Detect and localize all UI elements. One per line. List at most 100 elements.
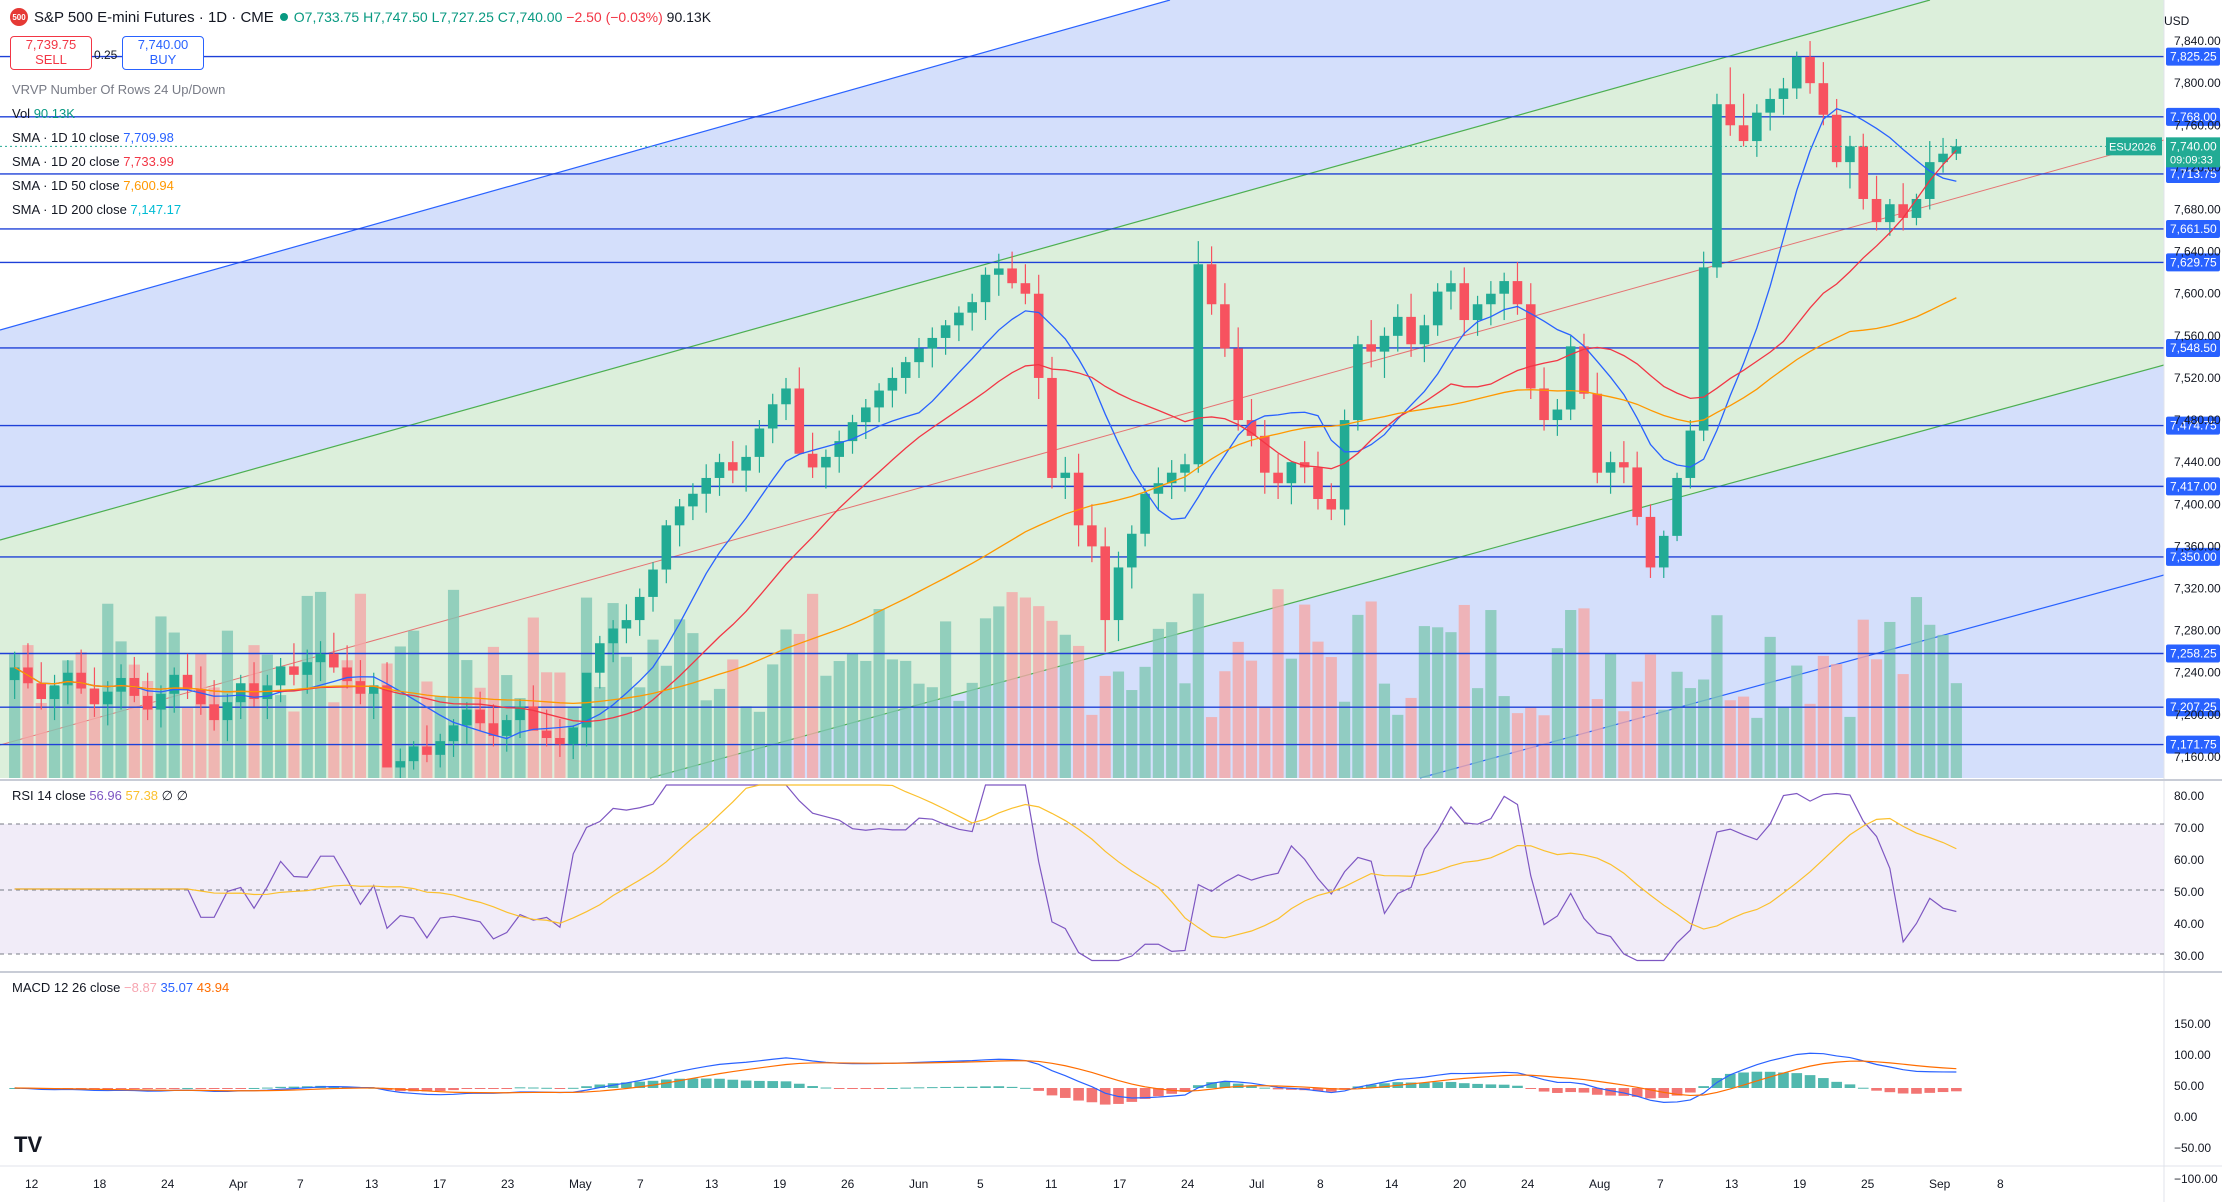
level-price-label: 7,171.75 [2170,738,2217,752]
time-tick-label: 25 [1861,1177,1875,1191]
macd-histogram-bar [647,1080,659,1088]
candle-body [1353,344,1363,421]
rsi-legend[interactable]: RSI 14 close 56.96 57.38 ∅ ∅ [12,788,188,803]
candle-body [1499,281,1509,294]
candle-body [1752,112,1762,142]
macd-histogram-bar [461,1088,473,1089]
macd-legend[interactable]: MACD 12 26 close −8.87 35.07 43.94 [12,980,230,995]
macd-histogram-bar [1671,1088,1683,1096]
volume-bar [1844,716,1856,778]
macd-histogram-bar [129,1088,140,1089]
macd-histogram-bar [1179,1088,1191,1092]
symbol-tag-label: ESU2026 [2109,141,2156,153]
volume-bar [1192,593,1204,778]
candle-body [555,737,565,745]
rsi-band [0,824,2164,954]
candle-body [1392,316,1403,336]
candle-body [1073,472,1084,526]
sma20-legend[interactable]: SMA · 1D 20 close 7,733.99 [12,154,174,169]
candle-body [1286,462,1297,484]
volume-bar [740,706,752,778]
level-price-tag [2166,338,2220,357]
candle-body [741,456,751,471]
candle-body [1127,533,1137,568]
candle-body [408,746,419,762]
macd-histogram-bar [1379,1083,1390,1088]
time-tick-label: Sep [1929,1177,1951,1191]
macd-histogram-bar [767,1081,779,1088]
volume-bar [966,682,978,778]
macd-line [14,1052,1957,1103]
level-price-tag [2166,107,2220,126]
volume-bar [1152,628,1164,778]
symbol-title[interactable]: S&P 500 E-mini Futures · 1D · CME [34,8,274,26]
sma200-legend[interactable]: SMA · 1D 200 close 7,147.17 [12,202,182,217]
candle-body [448,725,459,742]
macd-histogram-bar [1724,1073,1736,1088]
candle-body [1951,146,1962,154]
candle-body [661,525,672,570]
time-tick-label: 12 [25,1177,39,1191]
candle-body [342,667,352,682]
macd-histogram-bar [581,1086,592,1088]
candle-body [927,337,938,349]
macd-tick-label: 100.00 [2174,1048,2211,1062]
candle-body [1712,104,1722,268]
candle-body [1698,267,1709,431]
macd-histogram-bar [1804,1075,1816,1088]
candle-body [1805,56,1815,84]
time-tick-label: 5 [977,1177,984,1191]
currency-label[interactable]: USD [2164,14,2190,28]
sma10-legend[interactable]: SMA · 1D 10 close 7,709.98 [12,130,174,145]
volume-bar [1644,654,1657,778]
volume-bar [275,695,287,778]
macd-histogram-bar [1605,1088,1616,1096]
candle-body [142,695,153,710]
time-tick-label: 13 [1725,1177,1739,1191]
candle-body [1525,304,1536,389]
volume-bar [88,707,101,778]
price-tick-label: 7,200.00 [2174,708,2221,722]
macd-histogram-bar [900,1087,912,1089]
vrvp-legend[interactable]: VRVP Number Of Rows 24 Up/Down [12,82,226,97]
sma20-line [14,149,1957,723]
volume-bar [687,633,699,778]
level-price-label: 7,417.00 [2170,479,2217,493]
macd-histogram-bar [1591,1088,1603,1095]
rsi-tick-label: 70.00 [2174,821,2204,835]
macd-histogram-bar [288,1086,300,1088]
volume-bar [833,661,845,778]
macd-histogram-bar [1073,1088,1084,1101]
sell-button[interactable]: 7,739.75 SELL [10,36,92,70]
price-tick-label: 7,800.00 [2174,76,2221,90]
volume-bar [1485,610,1497,778]
countdown-label: 09:09:33 [2170,154,2213,166]
macd-histogram-bar [926,1087,938,1089]
time-tick-label: May [569,1177,592,1191]
volume-bar [474,687,486,778]
time-tick-label: 18 [93,1177,107,1191]
candle-body [834,441,844,457]
volume-bar [1418,626,1430,778]
macd-signal-line [14,1060,1957,1097]
volume-bar [1937,634,1949,778]
price-tick-label: 7,680.00 [2174,203,2221,217]
macd-histogram-bar [1512,1085,1523,1088]
candle-body [967,302,977,313]
candle-body [1087,525,1097,547]
candle-body [1060,472,1071,478]
volume-bar [1378,683,1391,778]
macd-histogram-bar [115,1088,127,1089]
candle-body [1100,546,1110,621]
ohlc-readout: O7,733.75 H7,747.50 L7,727.25 C7,740.00 … [293,9,712,25]
candle-body [169,674,180,694]
vol-legend[interactable]: Vol 90.13K [12,106,75,121]
volume-bar [1471,688,1484,778]
buy-button[interactable]: 7,740.00 BUY [122,36,204,70]
candle-body [462,709,472,726]
volume-bar [713,688,726,778]
candle-body [728,462,738,471]
sma50-legend[interactable]: SMA · 1D 50 close 7,600.94 [12,178,174,193]
time-tick-label: 23 [501,1177,515,1191]
